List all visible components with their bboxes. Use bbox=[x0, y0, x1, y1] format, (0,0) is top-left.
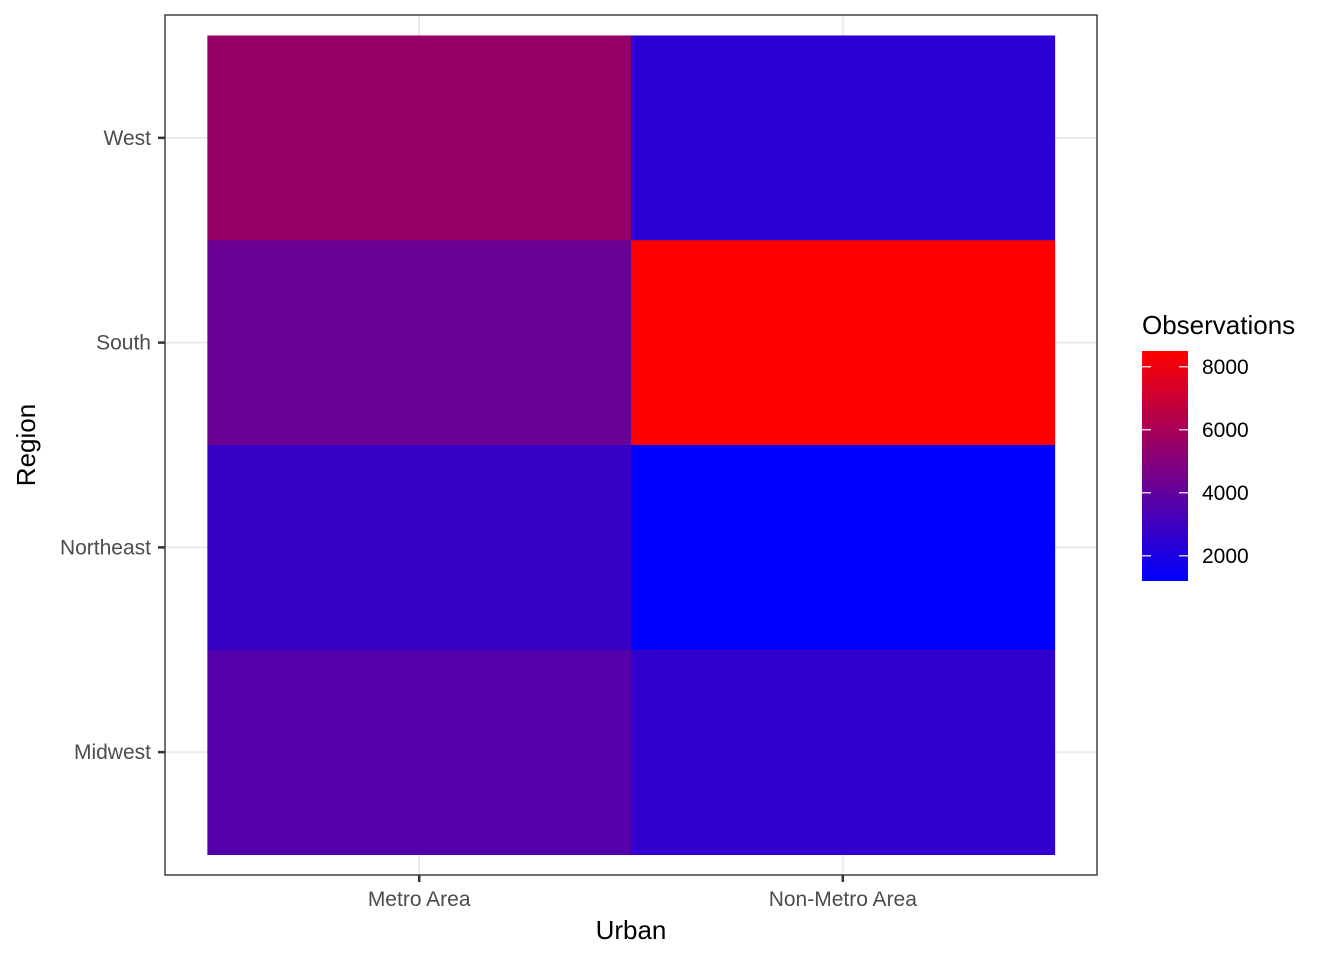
x-tick-label: Non-Metro Area bbox=[769, 888, 918, 911]
y-axis-title: Region bbox=[11, 404, 41, 486]
legend-ticks: 2000 4000 6000 8000 bbox=[1142, 356, 1249, 568]
legend-tick-label: 2000 bbox=[1202, 545, 1249, 568]
heatmap-cell-metro-area-south bbox=[207, 240, 632, 446]
heatmap-cell-non-metro-area-west bbox=[631, 35, 1056, 241]
legend-title: Observations bbox=[1142, 310, 1295, 340]
y-tick-label: Northeast bbox=[60, 536, 151, 559]
heatmap-cell-metro-area-northeast bbox=[207, 445, 632, 651]
x-axis: Metro Area Non-Metro Area bbox=[368, 875, 917, 911]
heatmap-cell-non-metro-area-northeast bbox=[631, 445, 1056, 651]
x-axis-title: Urban bbox=[596, 915, 667, 945]
y-tick-label: South bbox=[96, 332, 151, 355]
legend-tick-label: 4000 bbox=[1202, 482, 1249, 505]
legend: Observations 2000 4000 6000 8000 bbox=[1142, 310, 1295, 581]
heatmap-cell-metro-area-midwest bbox=[207, 649, 632, 856]
y-tick-label: Midwest bbox=[74, 741, 151, 764]
y-axis: Midwest Northeast South West bbox=[60, 127, 165, 764]
heatmap-cell-non-metro-area-midwest bbox=[631, 649, 1056, 856]
legend-tick-label: 8000 bbox=[1202, 356, 1249, 379]
heatmap-cells bbox=[207, 35, 1056, 856]
x-tick-label: Metro Area bbox=[368, 888, 471, 911]
y-tick-label: West bbox=[104, 127, 152, 150]
legend-colorbar bbox=[1142, 351, 1188, 581]
plot-panel-border bbox=[164, 14, 1098, 876]
heatmap-cell-metro-area-west bbox=[207, 35, 632, 241]
legend-tick-label: 6000 bbox=[1202, 419, 1249, 442]
heatmap-cell-non-metro-area-south bbox=[631, 240, 1056, 446]
